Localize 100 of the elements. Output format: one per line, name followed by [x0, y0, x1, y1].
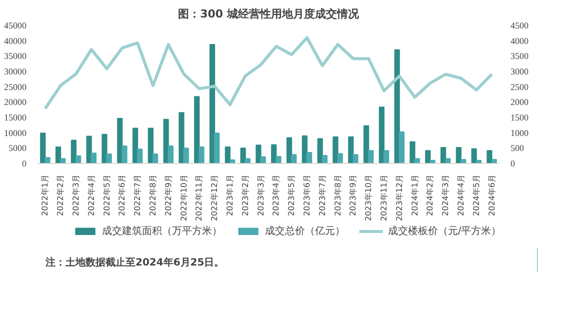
x-tick-label: 2022年12月: [210, 174, 220, 222]
bar: [291, 154, 297, 164]
bar: [322, 155, 328, 164]
bar: [194, 96, 200, 164]
bar: [163, 118, 169, 164]
text: 注：土地数据截止至2024年6月25日。: [44, 256, 224, 268]
y-tick-label: 15000: [4, 112, 27, 122]
bar: [240, 148, 246, 164]
bar: [122, 146, 128, 164]
y-tick-label: 30000: [4, 66, 27, 76]
y2-tick-label: 500: [510, 143, 524, 154]
x-tick-label: 2023年3月: [256, 174, 266, 216]
bar: [260, 156, 266, 164]
line-series: [44, 36, 494, 110]
bar: [332, 136, 338, 164]
x-tick-label: 2024年5月: [472, 174, 481, 216]
x-tick-label: 2023年11月: [380, 174, 388, 222]
x-tick-label: 2022年10月: [179, 174, 188, 222]
x-tick-label: 2022年4月: [86, 174, 96, 216]
bar: [106, 153, 112, 164]
x-tick-label: 2023年10月: [364, 174, 374, 222]
x-tick-label: 2023年4月: [272, 174, 281, 216]
y-tick-label: 10000: [4, 128, 27, 138]
bar: [86, 136, 92, 164]
y2-tick-label: 3500: [510, 51, 529, 62]
x-tick-label: 2022年5月: [102, 174, 112, 216]
bar: [214, 132, 220, 164]
bar: [368, 150, 374, 164]
x-tick-label: 2022年7月: [133, 174, 142, 216]
y2-tick-label: 2500: [510, 82, 529, 92]
bar: [224, 146, 230, 164]
bar: [348, 136, 354, 164]
bar: [55, 146, 62, 164]
bar: [286, 137, 292, 164]
bar: [102, 134, 108, 164]
x-tick-label: 2022年3月: [72, 174, 80, 216]
bar: [425, 150, 431, 164]
x-tick-label: 2024年4月: [456, 174, 466, 216]
y2-tick-label: 4000: [510, 36, 529, 46]
bar: [491, 159, 497, 164]
bar: [183, 148, 189, 164]
bar: [132, 128, 138, 164]
x-tick-label: 2023年5月: [287, 174, 296, 216]
x-tick-label: 2023年1月: [226, 174, 234, 216]
bar: [198, 146, 204, 164]
x-tick-label: 2023年7月: [318, 174, 327, 216]
x-tick-label: 2023年6月: [302, 174, 312, 216]
y-tick-label: 5000: [8, 143, 27, 154]
bar: [352, 154, 358, 164]
bar: [40, 132, 46, 164]
x-tick-label: 2022年1月: [40, 174, 50, 216]
bar: [440, 147, 446, 164]
bar: [60, 158, 66, 164]
y-tick-label: 25000: [4, 82, 27, 92]
bar: [178, 112, 184, 164]
bar: [456, 147, 462, 164]
y-tick-label: 40000: [4, 36, 27, 46]
x-tick-label: 2022年8月: [148, 174, 158, 216]
x-tick-label: 2022年2月: [56, 174, 66, 216]
bar: [70, 140, 76, 164]
x-tick-label: 2023年12月: [394, 174, 404, 222]
legend-label: 成交建筑面积（万平方米）: [102, 224, 222, 238]
bar: [276, 156, 282, 164]
y2-tick-label: 3000: [510, 66, 529, 76]
bar: [148, 128, 154, 164]
chart-title: 图：300 城经营性用地月度成交情况: [178, 8, 360, 20]
bar: [90, 152, 97, 164]
bar: [445, 158, 451, 164]
y2-tick-label: 1500: [510, 112, 529, 122]
x-tick-label: 2024年2月: [426, 174, 435, 216]
y2-tick-label: 4500: [510, 20, 529, 30]
x-tick-label: 2024年6月: [487, 174, 496, 216]
x-tick-label: 2024年1月: [410, 174, 420, 216]
legend-label: 成交楼板价（元/平方米）: [388, 224, 502, 238]
bar: [317, 138, 323, 164]
x-tick-label: 2023年2月: [240, 174, 250, 216]
x-tick-label: 2024年3月: [441, 174, 450, 216]
bar: [76, 155, 82, 164]
x-tick-label: 2022年9月: [164, 174, 173, 216]
legend-label: 成交总价（亿元）: [264, 224, 345, 238]
bar: [44, 157, 50, 164]
bar: [363, 125, 370, 164]
bar: [209, 44, 216, 164]
bar: [337, 153, 343, 164]
bar: [414, 158, 420, 164]
bar: [410, 141, 416, 164]
bar: [306, 152, 312, 164]
bar: [471, 148, 477, 164]
y-tick-label: 35000: [4, 51, 27, 62]
y-tick-label: 45000: [4, 20, 27, 30]
bar: [378, 106, 384, 164]
bar: [256, 144, 262, 164]
y2-tick-label: 0: [510, 158, 516, 168]
y2-tick-label: 2000: [510, 97, 529, 108]
x-tick-label: 2022年11月: [194, 174, 204, 222]
bar: [486, 150, 492, 164]
x-tick-label: 2022年6月: [118, 174, 127, 216]
bar: [152, 153, 158, 164]
x-tick-label: 2023年9月: [348, 174, 358, 216]
bar: [430, 160, 436, 164]
